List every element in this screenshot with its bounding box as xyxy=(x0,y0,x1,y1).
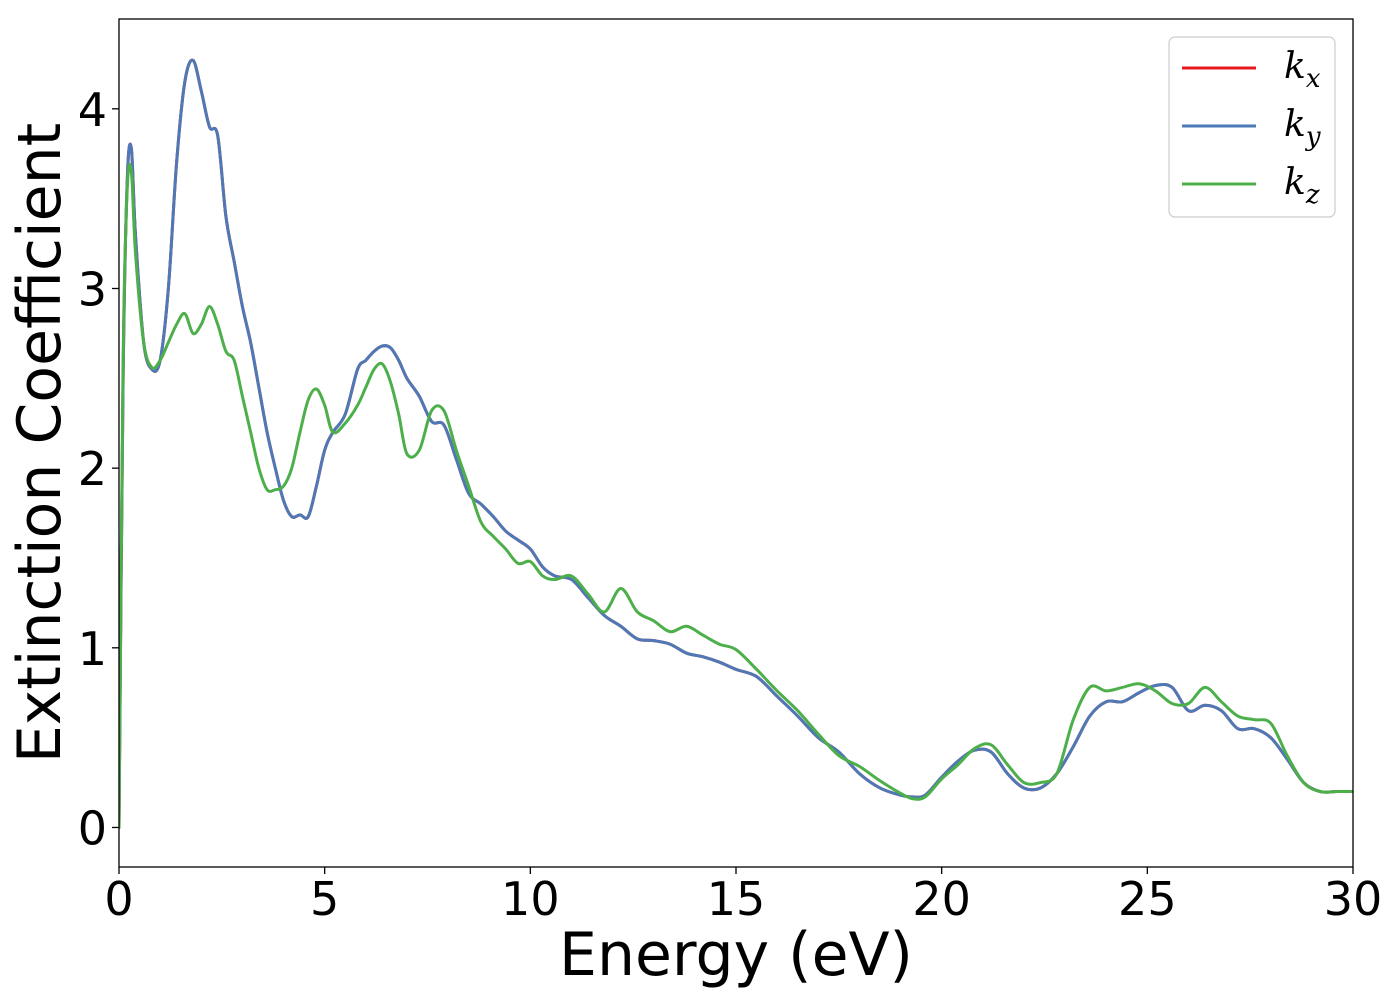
legend-label: kx xyxy=(1284,46,1321,94)
series-layer xyxy=(119,58,1353,829)
legend-label: ky xyxy=(1284,104,1321,152)
x-tick-label: 20 xyxy=(912,872,971,926)
series-line-z xyxy=(119,163,1353,829)
y-tick-label: 3 xyxy=(78,262,107,316)
plot-area xyxy=(118,18,1354,868)
x-tick-label: 10 xyxy=(501,872,560,926)
y-axis: 0 1 2 3 4 xyxy=(78,83,119,855)
legend-entry-x: kx xyxy=(1182,46,1321,94)
x-tick-label: 5 xyxy=(310,872,339,926)
y-tick-label: 2 xyxy=(78,442,107,496)
y-tick-label: 1 xyxy=(78,622,107,676)
x-axis: 0 5 10 15 20 25 30 xyxy=(104,867,1382,926)
x-tick-label: 30 xyxy=(1324,872,1383,926)
series-line-y xyxy=(119,58,1353,829)
y-tick-label: 0 xyxy=(78,801,107,855)
y-tick-label: 4 xyxy=(78,83,107,137)
x-tick-label: 0 xyxy=(104,872,133,926)
x-tick-label: 25 xyxy=(1118,872,1177,926)
x-tick-label: 15 xyxy=(707,872,766,926)
y-axis-label: Extinction Coefficient xyxy=(5,123,75,763)
x-axis-label: Energy (eV) xyxy=(559,920,913,990)
legend-entry-y: ky xyxy=(1182,104,1321,152)
